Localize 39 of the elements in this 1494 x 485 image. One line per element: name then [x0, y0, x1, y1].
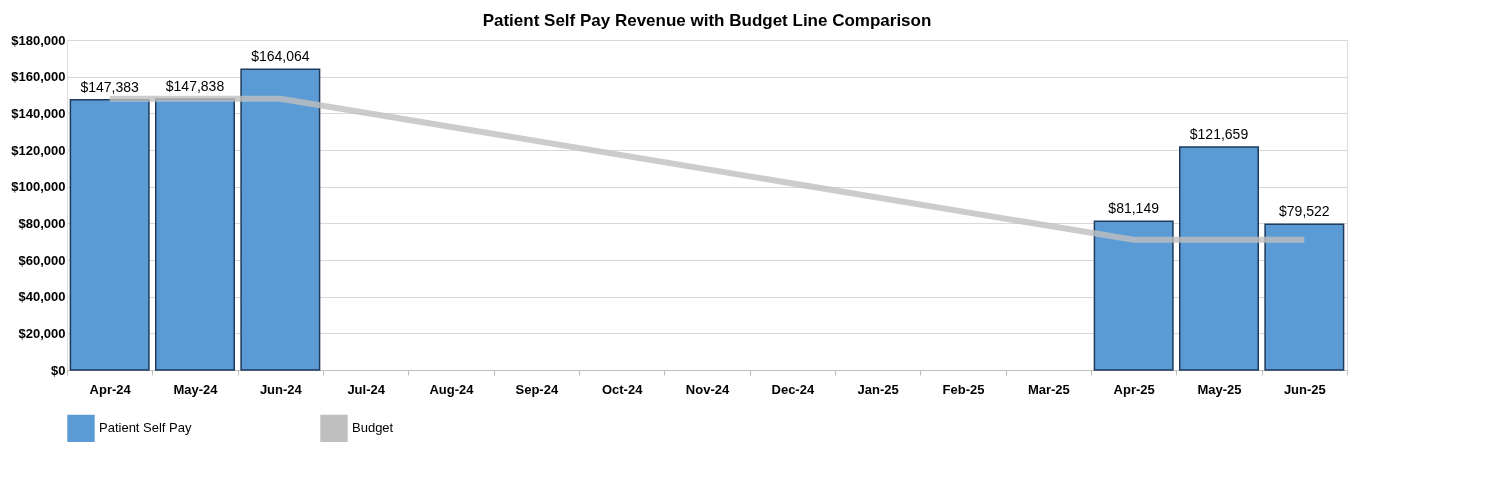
bar [1264, 223, 1345, 371]
x-tick-label: Nov-24 [685, 381, 730, 397]
x-tick-label: Apr-24 [89, 381, 132, 397]
data-label: $164,064 [251, 48, 310, 65]
y-tick-label: $60,000 [18, 252, 66, 268]
x-tick-label: Mar-25 [1027, 381, 1070, 397]
x-tick-label: Oct-24 [601, 381, 644, 397]
x-tick-label: Jul-24 [347, 381, 386, 397]
x-tick-label: Jun-25 [1283, 381, 1326, 397]
data-label: $81,149 [1108, 200, 1160, 217]
y-tick-label: $80,000 [18, 215, 66, 231]
legend-label: Budget [352, 420, 394, 436]
bar [69, 99, 150, 371]
y-tick-label: $120,000 [11, 142, 66, 158]
bar [1093, 220, 1174, 371]
x-tick-label: Jan-25 [857, 381, 899, 397]
chart-title: Patient Self Pay Revenue with Budget Line Comparison [482, 11, 932, 30]
data-label: $147,838 [165, 77, 225, 94]
data-label: $79,522 [1279, 203, 1330, 220]
legend-label: Patient Self Pay [99, 420, 192, 436]
x-tick-label: Jun-24 [259, 381, 303, 397]
y-tick-label: $180,000 [11, 32, 66, 48]
bar [1179, 146, 1259, 371]
y-tick-label: $100,000 [11, 179, 66, 195]
x-tick-label: Sep-24 [515, 381, 559, 397]
x-tick-label: May-25 [1197, 381, 1242, 397]
x-tick-label: May-24 [173, 381, 219, 397]
y-tick-label: $0 [51, 362, 66, 378]
x-tick-label: Feb-25 [942, 381, 985, 397]
data-label: $147,383 [80, 78, 140, 95]
y-tick-label: $20,000 [18, 325, 66, 341]
y-tick-label: $40,000 [18, 289, 66, 305]
data-label: $121,659 [1189, 125, 1249, 142]
y-tick-label: $160,000 [11, 69, 66, 85]
x-tick-label: Dec-24 [771, 381, 815, 397]
bar [240, 68, 321, 371]
y-tick-label: $140,000 [11, 105, 66, 121]
x-tick-label: Apr-25 [1113, 381, 1155, 397]
x-tick-label: Aug-24 [429, 381, 475, 397]
